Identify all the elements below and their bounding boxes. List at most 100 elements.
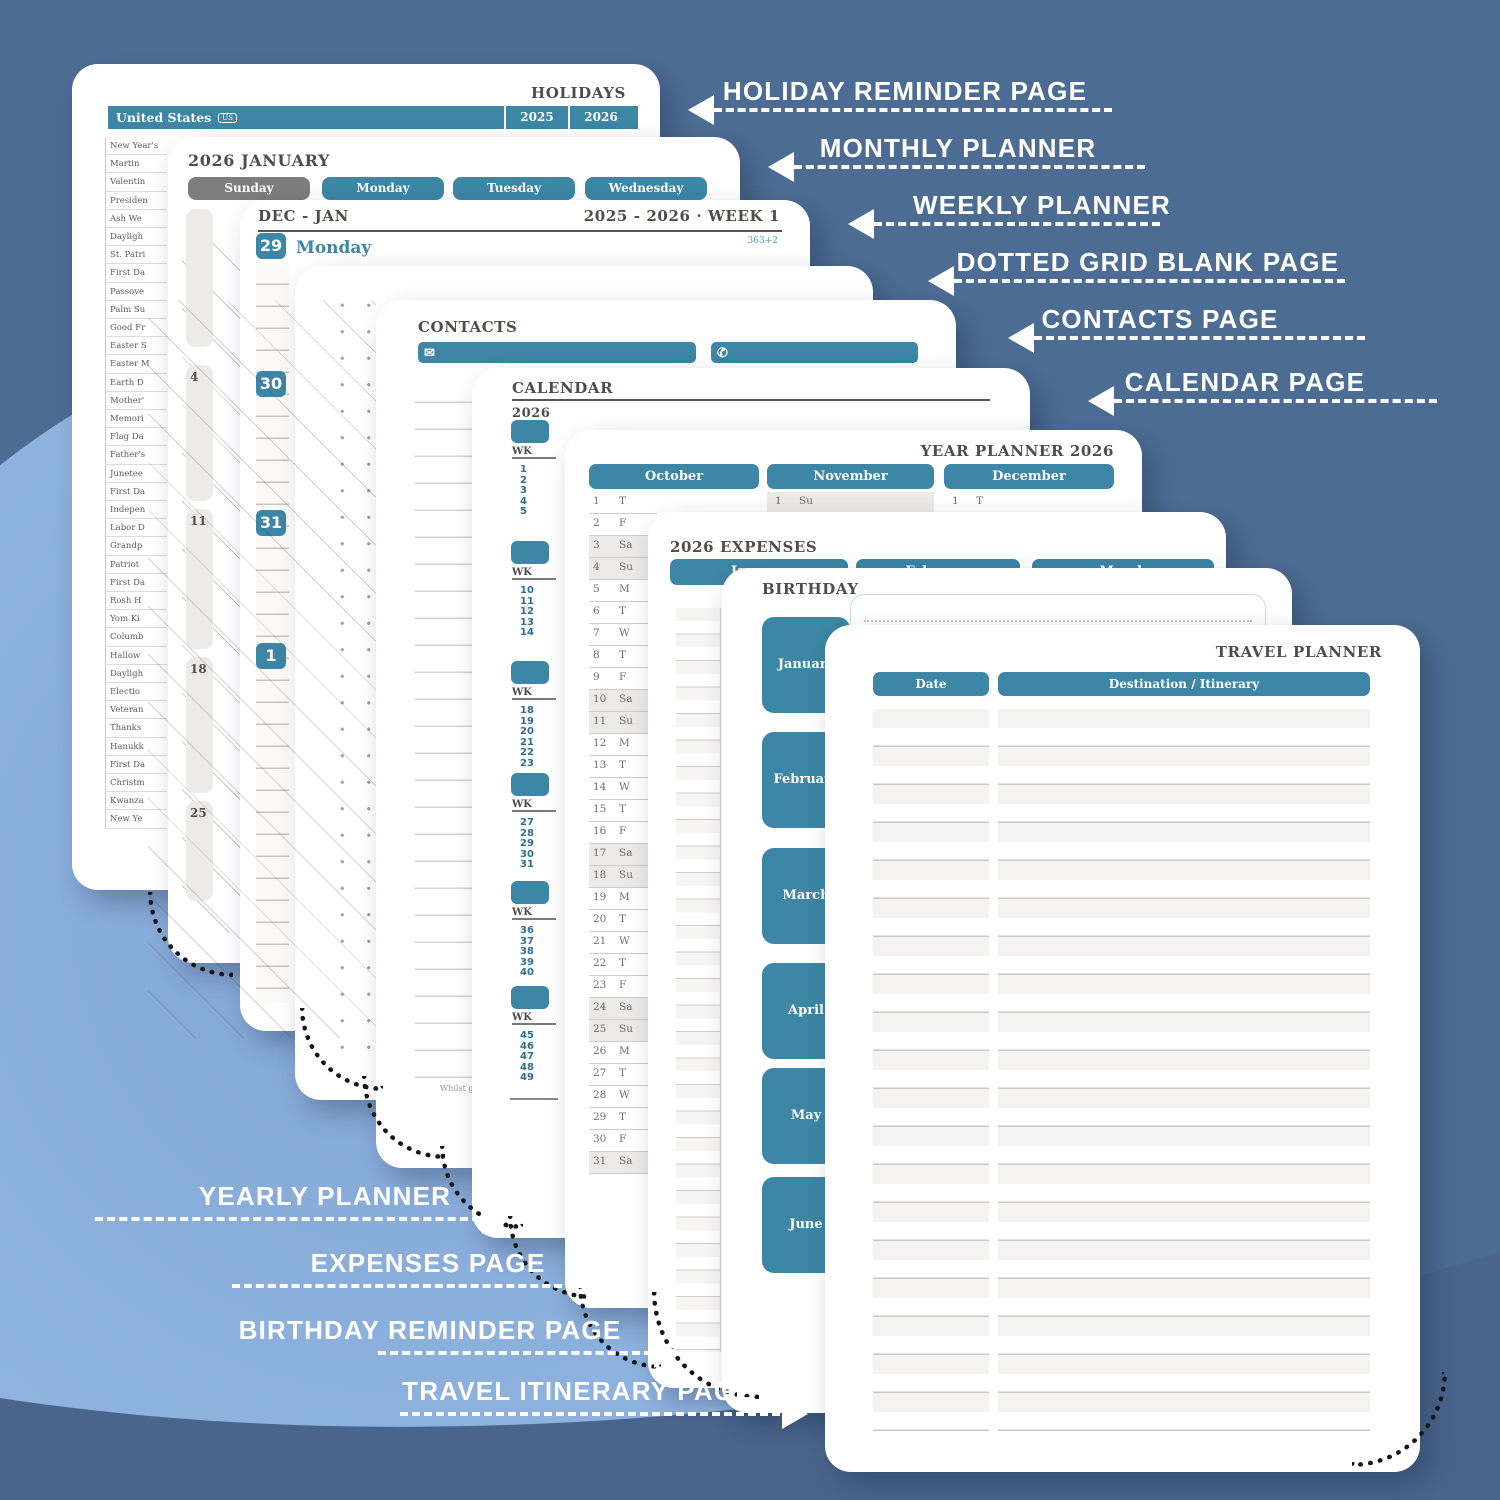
holiday-item: Easter S <box>105 337 167 356</box>
calendar-week-number: 14 <box>520 627 534 639</box>
calendar-week-number: 31 <box>520 859 534 871</box>
year-day-number: 7 <box>593 627 600 639</box>
weekly-title-right: 2025 - 2026 · WEEK 1 <box>583 207 780 225</box>
monthly-day-header-wednesday: Wednesday <box>585 177 707 200</box>
year-month-header-december: December <box>944 464 1114 489</box>
travel-date-column-header: Date <box>873 672 989 696</box>
calendar-wk-label: WK <box>512 687 556 700</box>
expenses-title: 2026 EXPENSES <box>670 538 818 556</box>
calendar-week-number: 3 <box>520 485 527 497</box>
callout-dash-line <box>874 222 1160 226</box>
calendar-week-number: 29 <box>520 838 534 850</box>
year-day-weekday: W <box>619 781 630 793</box>
calendar-week-number: 36 <box>520 925 534 936</box>
year-day-row: 28 W <box>589 1086 657 1108</box>
contacts-rows <box>415 376 473 1078</box>
year-day-weekday: M <box>619 891 630 903</box>
year-day-number: 9 <box>593 671 600 683</box>
year-day-row: 31 Sa <box>589 1152 657 1174</box>
expenses-rows <box>676 608 721 1352</box>
calendar-week-number: 11 <box>520 595 534 607</box>
year-day-weekday: W <box>619 1089 630 1101</box>
year-day-weekday: M <box>619 737 630 749</box>
calendar-week-number: 23 <box>520 758 534 769</box>
callout-dash-line <box>714 108 1112 112</box>
callout-contacts-page: CONTACTS PAGE <box>1041 304 1279 334</box>
callout-expenses-page: EXPENSES PAGE <box>310 1248 546 1278</box>
year-day-number: 19 <box>593 891 607 903</box>
year-day-weekday: T <box>619 759 627 771</box>
email-icon: ✉ <box>424 346 435 361</box>
year-day-row: 18 Su <box>589 866 657 888</box>
holiday-item: Dayligh <box>105 664 167 683</box>
calendar-week-number: 49 <box>520 1072 534 1084</box>
callout-calendar-page: CALENDAR PAGE <box>1124 367 1366 397</box>
holidays-year-2025: 2025 <box>504 106 568 129</box>
year-day-number: 16 <box>593 825 607 837</box>
year-day-number: 4 <box>593 561 600 573</box>
callout-yearly-planner: YEARLY PLANNER <box>198 1181 452 1211</box>
monthly-week-cell: 18 <box>186 657 213 793</box>
holiday-item: Father's <box>105 446 167 465</box>
holidays-region: United States <box>116 110 212 125</box>
holiday-item: Palm Su <box>105 300 167 319</box>
monthly-week-cell: 11 <box>186 509 213 649</box>
year-day-weekday: T <box>619 1067 627 1079</box>
callout-arrow-right-icon <box>482 1204 508 1234</box>
holiday-item: Earth D <box>105 373 167 392</box>
callout-dash-line <box>954 279 1345 283</box>
holiday-item: Thanks <box>105 719 167 738</box>
year-day-weekday: T <box>619 957 627 969</box>
year-day-row: 27 T <box>589 1064 657 1086</box>
year-day-weekday: F <box>619 1133 627 1145</box>
year-day-row: 24 Sa <box>589 998 657 1020</box>
callout-arrow-left-icon <box>768 152 794 182</box>
year-day-number: 1 <box>593 495 600 507</box>
holiday-item: Dayligh <box>105 228 167 247</box>
holiday-item: Martin <box>105 155 167 174</box>
year-month-header-october: October <box>589 464 759 489</box>
calendar-wk-label: WK <box>512 567 556 580</box>
weekly-day-number: 29 <box>256 233 286 259</box>
monthly-day-header-tuesday: Tuesday <box>453 177 575 200</box>
calendar-week-number: 1 <box>520 464 527 475</box>
email-field-bar: ✉ <box>418 342 696 363</box>
year-day-weekday: T <box>619 495 627 507</box>
year-planner-title: YEAR PLANNER 2026 <box>920 442 1114 460</box>
holiday-item: Columb <box>105 628 167 647</box>
year-day-row: 3 Sa <box>589 536 657 558</box>
holiday-item: Ash We <box>105 209 167 228</box>
year-day-row: 4 Su <box>589 558 657 580</box>
holiday-item: Kwanza <box>105 792 167 811</box>
year-day-number: 2 <box>593 517 600 529</box>
year-day-number: 10 <box>593 693 607 705</box>
year-day-weekday: Su <box>619 561 633 573</box>
monthly-week-number: 11 <box>190 514 207 528</box>
year-day-weekday: Sa <box>619 1001 633 1013</box>
calendar-week-number: 18 <box>520 705 534 716</box>
callout-arrow-left-icon <box>1008 323 1034 353</box>
callout-dash-line <box>400 1412 780 1416</box>
travel-planner-page: TRAVEL PLANNER Date Destination / Itiner… <box>825 625 1420 1472</box>
year-day-weekday: F <box>619 825 627 837</box>
callout-dash-line <box>232 1284 586 1288</box>
year-day-number: 1 <box>952 495 959 507</box>
calendar-year: 2026 <box>512 406 551 421</box>
phone-field-bar: ✆ <box>711 342 918 363</box>
monthly-day-header-monday: Monday <box>322 177 444 200</box>
calendar-week-number: 2 <box>520 474 527 486</box>
year-day-row: 23 F <box>589 976 657 998</box>
holiday-item: Presiden <box>105 191 167 210</box>
year-day-number: 18 <box>593 869 607 881</box>
calendar-header-rule <box>512 399 990 401</box>
calendar-week-number: 4 <box>520 495 527 507</box>
calendar-week-number: 5 <box>520 506 527 518</box>
year-day-row: 26 M <box>589 1042 657 1064</box>
year-day-row: 17 Sa <box>589 844 657 866</box>
calendar-week-number: 21 <box>520 736 534 748</box>
